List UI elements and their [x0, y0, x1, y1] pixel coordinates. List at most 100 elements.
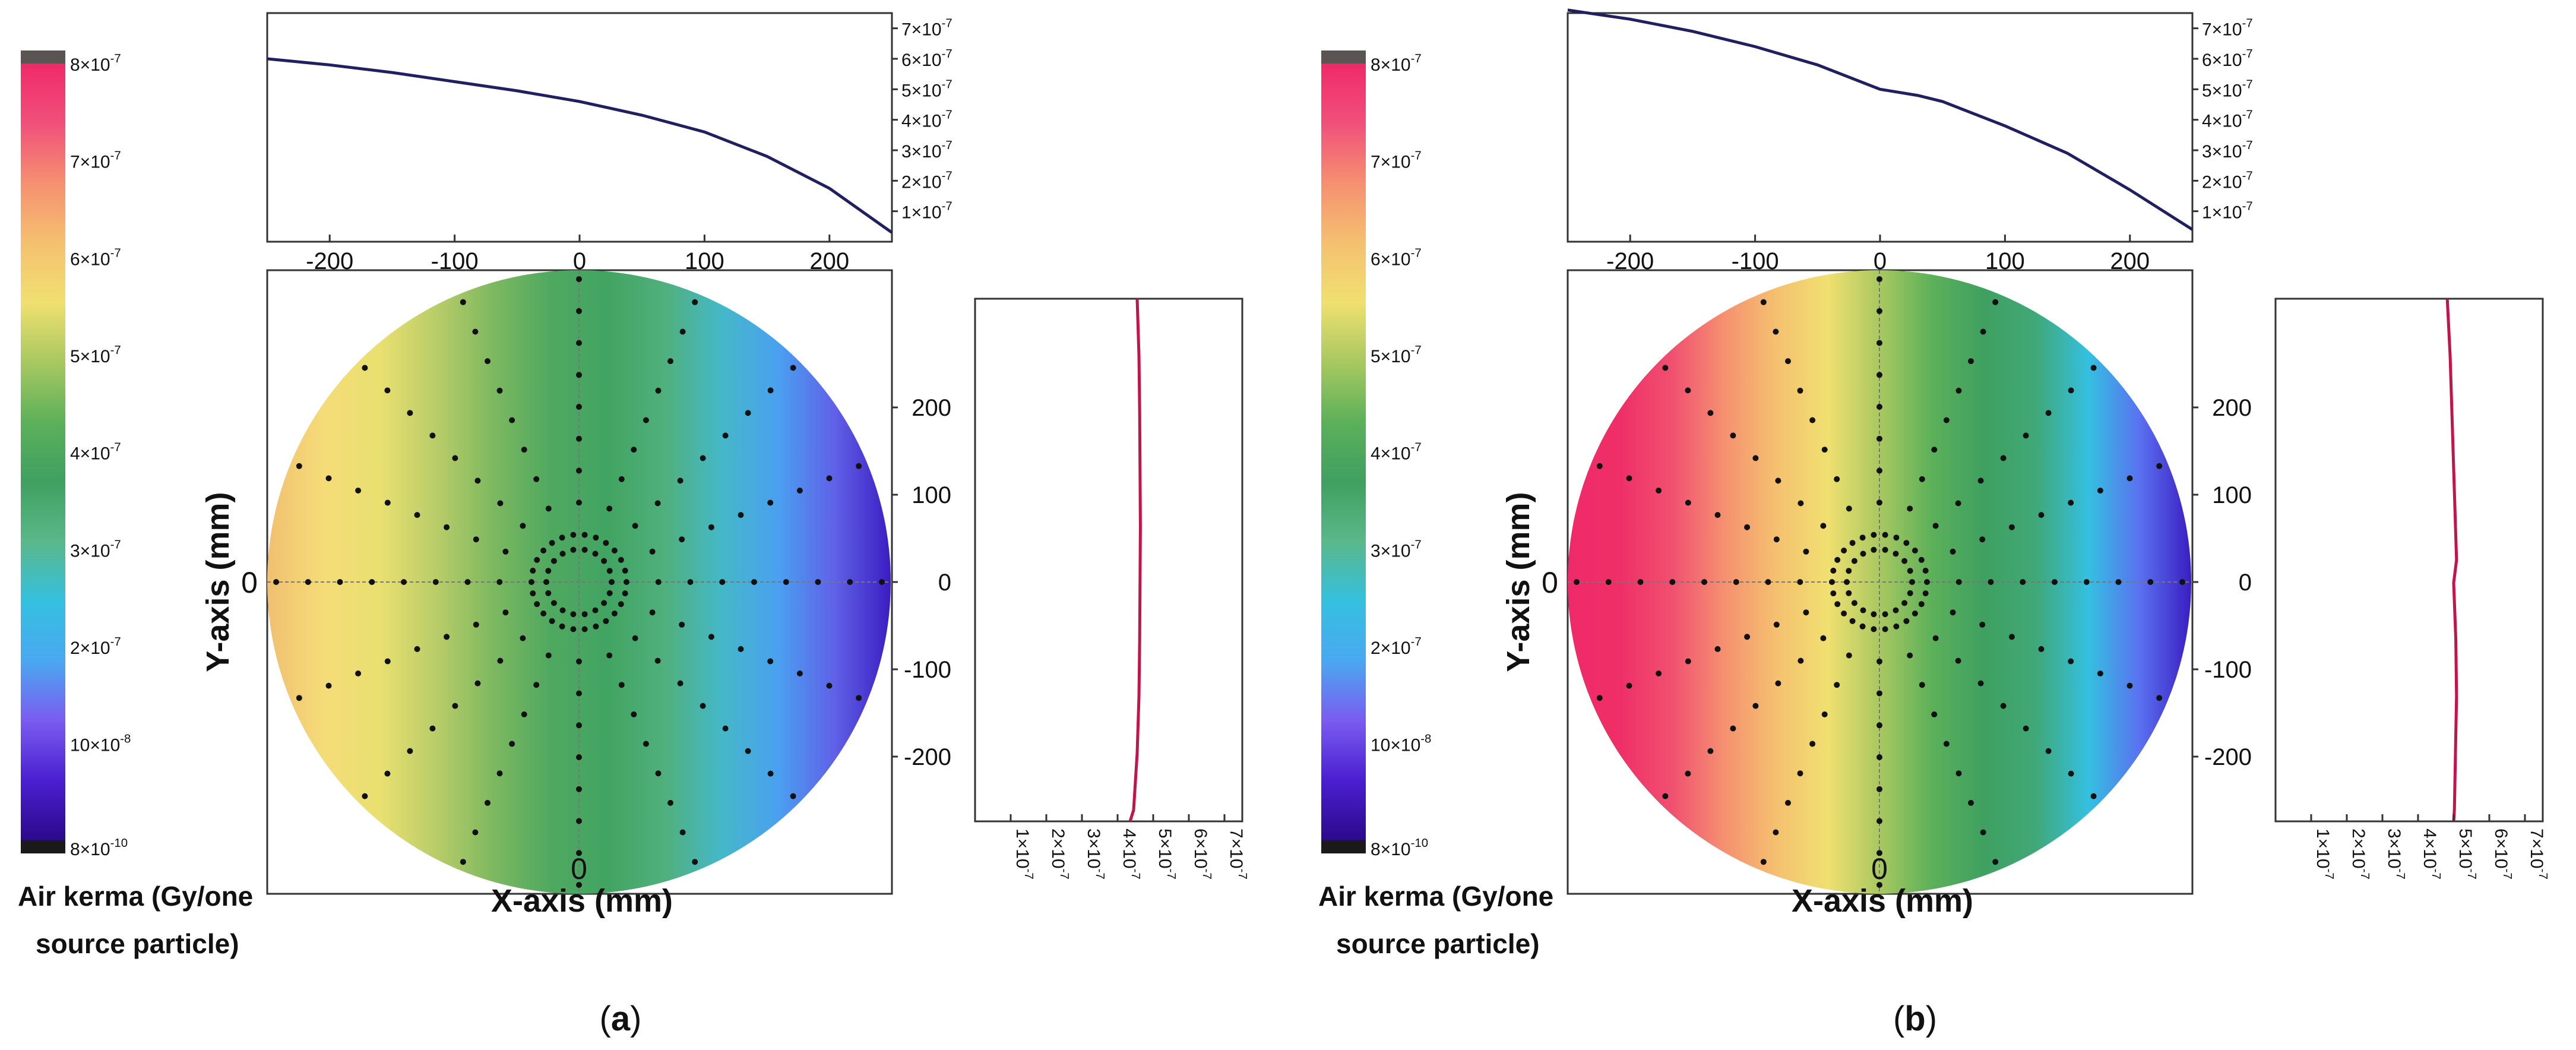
measurement-point [1918, 556, 1925, 563]
top-profile-y-ticks: 7×10-7 6×10-7 5×10-7 4×10-7 3×10-7 2×10-7 1×10… [2192, 17, 2253, 223]
measurement-point [1876, 276, 1882, 282]
measurement-point [1979, 536, 1986, 543]
measurement-point [559, 607, 566, 613]
colorbar-tick-label: 10×10-8 [1371, 733, 1431, 755]
measurement-point [618, 682, 625, 688]
measurement-point [429, 725, 436, 732]
measurement-point [559, 551, 566, 557]
side-profile-x-tick-label: 3×10-7 [2384, 828, 2407, 880]
measurement-point [1662, 793, 1669, 799]
measurement-point [1773, 536, 1780, 543]
measurement-point [677, 680, 683, 687]
measurement-point [1919, 682, 1925, 688]
measurement-point [1733, 579, 1739, 585]
measurement-point [2097, 671, 2103, 676]
measurement-point [692, 859, 698, 865]
measurement-point [649, 548, 656, 555]
measurement-point [632, 523, 638, 529]
measurement-point [581, 546, 588, 553]
measurement-point [1773, 621, 1780, 628]
contour-y-axis-label: Y-axis (mm) [200, 492, 236, 672]
measurement-point [543, 579, 549, 585]
measurement-point [1730, 432, 1736, 439]
measurement-point [2126, 475, 2133, 482]
measurement-point [325, 682, 332, 689]
measurement-point [2000, 455, 2007, 461]
measurement-point [632, 635, 638, 641]
measurement-point [509, 741, 515, 747]
measurement-point [1882, 611, 1888, 618]
measurement-point [1876, 404, 1882, 410]
measurement-point [1871, 546, 1877, 553]
measurement-point [1980, 829, 1986, 836]
contour-x-center-tick: 0 [1871, 852, 1888, 885]
measurement-point [1901, 600, 1908, 606]
measurement-point [1909, 579, 1915, 585]
colorbar-bottom-cap [1321, 840, 1366, 853]
top-profile-y-tick-label: 6×10-7 [2202, 48, 2253, 70]
measurement-point [473, 621, 479, 628]
colorbar-tick-label: 3×10-7 [70, 538, 121, 561]
measurement-point [2115, 579, 2122, 585]
measurement-point [1637, 579, 1644, 585]
measurement-point [1669, 579, 1676, 585]
measurement-point [1846, 652, 1852, 659]
measurement-point [576, 308, 582, 314]
colorbar-tick-label: 2×10-7 [1371, 635, 1422, 658]
measurement-point [745, 748, 751, 754]
measurement-point [1893, 607, 1899, 613]
measurement-point [1662, 365, 1669, 371]
measurement-point [1730, 725, 1736, 732]
measurement-point [1968, 358, 1974, 365]
panel-label: (b) [1893, 1000, 1937, 1038]
measurement-point [529, 579, 534, 585]
measurement-point [796, 671, 803, 676]
measurement-point [474, 477, 481, 484]
measurement-point [1955, 579, 1962, 585]
measurement-point [401, 579, 407, 585]
measurement-point [667, 358, 673, 365]
contour-right-tick-label: 0 [938, 570, 951, 596]
side-profile-x-tick-label: 2×10-7 [2349, 828, 2371, 880]
contour-right-axis-ticks: 200 100 0 -100 -200 [892, 395, 951, 770]
measurement-point [2147, 579, 2154, 585]
measurement-point [1876, 882, 1882, 888]
measurement-point [606, 505, 613, 512]
measurement-point [473, 536, 479, 543]
measurement-point [1752, 703, 1759, 709]
measurement-point [2068, 387, 2074, 394]
colorbar-gradient [21, 64, 65, 840]
measurement-point [751, 579, 757, 585]
measurement-point [1685, 658, 1691, 665]
measurement-point [1773, 328, 1779, 335]
colorbar-tick-label: 6×10-7 [70, 246, 121, 269]
measurement-point [1922, 590, 1929, 597]
measurement-point [1809, 741, 1816, 747]
top-profile-series-line [267, 57, 893, 234]
measurement-point [496, 579, 503, 585]
measurement-point [576, 658, 582, 665]
measurement-point [1871, 532, 1877, 538]
side-profile-series-line [2445, 298, 2458, 822]
measurement-point [497, 657, 504, 664]
side-profile-x-tick-label: 6×10-7 [1191, 828, 1213, 880]
measurement-point [708, 524, 714, 530]
measurement-point [1820, 635, 1827, 641]
top-profile-chart: -200 -100 0 100 200 7×10-7 6×10-7 5×10-7 4×10-7… [1567, 8, 2253, 274]
measurement-point [576, 690, 582, 697]
measurement-point [611, 611, 618, 616]
top-profile-y-tick-label: 5×10-7 [2202, 78, 2253, 100]
measurement-point [545, 568, 552, 574]
measurement-point [606, 652, 613, 659]
measurement-point [1893, 623, 1900, 630]
measurement-point [576, 404, 582, 410]
colorbar-tick-label: 5×10-7 [1371, 344, 1422, 366]
top-profile-x-ticks: -200 -100 0 100 200 [1606, 235, 2150, 274]
measurement-points [1574, 276, 2185, 888]
measurement-point [796, 488, 803, 494]
measurement-point [432, 579, 439, 585]
side-profile-chart: 1×10-7 2×10-7 3×10-7 4×10-7 5×10-7 6×10-7 7×10… [2274, 298, 2549, 880]
measurement-point [460, 299, 466, 305]
colorbar: 8×10-7 7×10-7 6×10-7 5×10-7 4×10-7 3×10-7 2×10… [1318, 50, 1553, 959]
measurement-point [1968, 799, 1974, 806]
